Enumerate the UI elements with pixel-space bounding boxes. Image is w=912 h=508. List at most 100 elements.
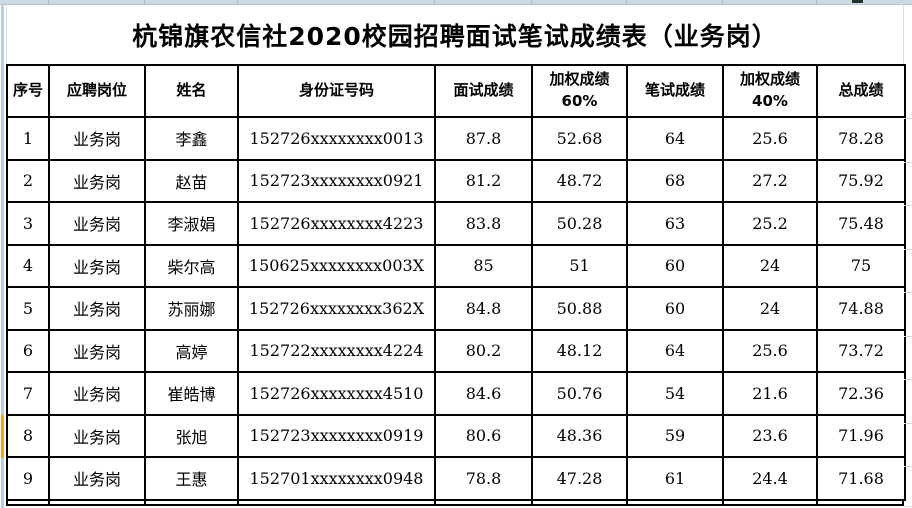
table-row: 9 业务岗 王惠 152701xxxxxxxx0948 78.8 47.28 61 24.4 7… (6, 456, 906, 501)
cell-weighted-60[interactable]: 50.88 (531, 286, 628, 331)
cell-written-score[interactable]: 68 (626, 158, 724, 203)
cell-total-score[interactable]: 75.92 (816, 158, 906, 203)
cell-weighted-40[interactable]: 21.6 (722, 371, 818, 416)
cell-position[interactable]: 业务岗 (48, 158, 146, 203)
cell-written-score[interactable]: 59 (626, 413, 724, 458)
cell-position[interactable]: 业务岗 (48, 116, 146, 161)
column-header-id-number[interactable]: 身份证号码 (237, 64, 436, 118)
cell-weighted-60[interactable]: 51 (531, 243, 628, 288)
cell-name[interactable]: 张旭 (144, 413, 239, 458)
cell-weighted-60[interactable]: 47.28 (531, 456, 628, 501)
column-header-position[interactable]: 应聘岗位 (48, 64, 146, 118)
cell-index[interactable]: 9 (6, 456, 50, 501)
cell-total-score[interactable]: 78.28 (816, 116, 906, 161)
cell-weighted-40[interactable]: 25.6 (722, 116, 818, 161)
cell-position[interactable]: 业务岗 (48, 201, 146, 246)
cell-index[interactable]: 4 (6, 243, 50, 288)
cell-total-score[interactable]: 73.72 (816, 328, 906, 373)
partial-row-divider (48, 500, 50, 506)
column-header-weighted-60[interactable]: 加权成绩 60% (531, 64, 628, 118)
cell-index[interactable]: 3 (6, 201, 50, 246)
cell-id-number[interactable]: 152726xxxxxxxx362X (237, 286, 436, 331)
cell-weighted-40[interactable]: 25.2 (722, 201, 818, 246)
cell-interview-score[interactable]: 84.8 (434, 286, 533, 331)
cell-index[interactable]: 8 (6, 413, 50, 458)
faint-gridline (904, 466, 912, 467)
cell-weighted-40[interactable]: 23.6 (722, 413, 818, 458)
title-merged-cell[interactable]: 杭锦旗农信社2020校园招聘面试笔试成绩表（业务岗） (6, 5, 904, 64)
cell-position[interactable]: 业务岗 (48, 286, 146, 331)
cell-total-score[interactable]: 75.48 (816, 201, 906, 246)
cell-written-score[interactable]: 54 (626, 371, 724, 416)
cell-written-score[interactable]: 63 (626, 201, 724, 246)
cell-weighted-60[interactable]: 48.36 (531, 413, 628, 458)
cell-name[interactable]: 柴尔高 (144, 243, 239, 288)
cell-weighted-60[interactable]: 48.72 (531, 158, 628, 203)
column-header-weighted-40[interactable]: 加权成绩 40% (722, 64, 818, 118)
cell-position[interactable]: 业务岗 (48, 328, 146, 373)
cell-position[interactable]: 业务岗 (48, 371, 146, 416)
cell-name[interactable]: 王惠 (144, 456, 239, 501)
cell-id-number[interactable]: 152723xxxxxxxx0921 (237, 158, 436, 203)
cell-id-number[interactable]: 152726xxxxxxxx4223 (237, 201, 436, 246)
column-header-name[interactable]: 姓名 (144, 64, 239, 118)
cell-interview-score[interactable]: 83.8 (434, 201, 533, 246)
gridline-tick (48, 0, 49, 4)
cell-name[interactable]: 高婷 (144, 328, 239, 373)
cell-id-number[interactable]: 152723xxxxxxxx0919 (237, 413, 436, 458)
cell-weighted-40[interactable]: 24.4 (722, 456, 818, 501)
cell-id-number[interactable]: 150625xxxxxxxx003X (237, 243, 436, 288)
cell-name[interactable]: 李淑娟 (144, 201, 239, 246)
cell-position[interactable]: 业务岗 (48, 456, 146, 501)
cell-total-score[interactable]: 75 (816, 243, 906, 288)
cell-weighted-40[interactable]: 24 (722, 286, 818, 331)
cell-written-score[interactable]: 60 (626, 286, 724, 331)
cell-weighted-40[interactable]: 24 (722, 243, 818, 288)
cell-index[interactable]: 1 (6, 116, 50, 161)
cell-index[interactable]: 7 (6, 371, 50, 416)
gridline-tick (626, 0, 627, 4)
cell-position[interactable]: 业务岗 (48, 243, 146, 288)
faint-gridline (904, 118, 912, 119)
cell-interview-score[interactable]: 80.2 (434, 328, 533, 373)
cell-weighted-60[interactable]: 50.28 (531, 201, 628, 246)
partial-row-divider (144, 500, 146, 506)
cell-total-score[interactable]: 72.36 (816, 371, 906, 416)
cell-interview-score[interactable]: 80.6 (434, 413, 533, 458)
cell-total-score[interactable]: 74.88 (816, 286, 906, 331)
cell-interview-score[interactable]: 78.8 (434, 456, 533, 501)
cell-id-number[interactable]: 152701xxxxxxxx0948 (237, 456, 436, 501)
cell-weighted-60[interactable]: 52.68 (531, 116, 628, 161)
cell-written-score[interactable]: 61 (626, 456, 724, 501)
cell-interview-score[interactable]: 81.2 (434, 158, 533, 203)
column-header-written-score[interactable]: 笔试成绩 (626, 64, 724, 118)
cell-interview-score[interactable]: 87.8 (434, 116, 533, 161)
cell-interview-score[interactable]: 85 (434, 243, 533, 288)
cell-name[interactable]: 崔皓博 (144, 371, 239, 416)
column-header-interview-score[interactable]: 面试成绩 (434, 64, 533, 118)
cell-weighted-60[interactable]: 48.12 (531, 328, 628, 373)
cell-weighted-60[interactable]: 50.76 (531, 371, 628, 416)
cell-weighted-40[interactable]: 25.6 (722, 328, 818, 373)
cell-written-score[interactable]: 64 (626, 328, 724, 373)
cell-name[interactable]: 苏丽娜 (144, 286, 239, 331)
cell-index[interactable]: 6 (6, 328, 50, 373)
cell-name[interactable]: 赵苗 (144, 158, 239, 203)
cell-total-score[interactable]: 71.96 (816, 413, 906, 458)
cell-position[interactable]: 业务岗 (48, 413, 146, 458)
cell-total-score[interactable]: 71.68 (816, 456, 906, 501)
cell-written-score[interactable]: 60 (626, 243, 724, 288)
cell-interview-score[interactable]: 84.6 (434, 371, 533, 416)
cell-name[interactable]: 李鑫 (144, 116, 239, 161)
cell-weighted-40[interactable]: 27.2 (722, 158, 818, 203)
cell-id-number[interactable]: 152726xxxxxxxx4510 (237, 371, 436, 416)
cell-written-score[interactable]: 64 (626, 116, 724, 161)
cell-id-number[interactable]: 152726xxxxxxxx0013 (237, 116, 436, 161)
column-header-total-score[interactable]: 总成绩 (816, 64, 906, 118)
cell-id-number[interactable]: 152722xxxxxxxx4224 (237, 328, 436, 373)
header-row: 序号 应聘岗位 姓名 身份证号码 面试成绩 加权成绩 60% 笔试成绩 加权成绩 40% 总成绩 (6, 64, 906, 118)
column-header-index[interactable]: 序号 (6, 64, 50, 118)
cell-index[interactable]: 5 (6, 286, 50, 331)
cell-index[interactable]: 2 (6, 158, 50, 203)
